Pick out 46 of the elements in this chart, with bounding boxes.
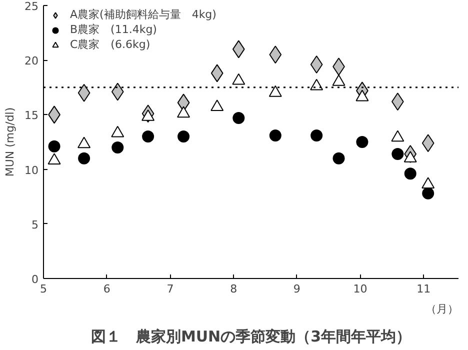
y-axis-title: MUN (mg/dl): [4, 107, 17, 177]
x-tick-label: 6: [103, 282, 110, 296]
legend-label: B農家 (11.4kg): [70, 22, 157, 37]
point: [111, 126, 124, 138]
point: [112, 141, 124, 154]
x-tick-label: 9: [293, 282, 300, 296]
point: [178, 130, 190, 143]
y-tick-label: 10: [24, 164, 39, 177]
point: [391, 130, 404, 142]
text: 図１ 農家別MUNの季節変動（3年間年平均）: [90, 328, 412, 346]
point: [422, 187, 434, 200]
point: [210, 100, 224, 112]
point: [269, 129, 282, 142]
point: [232, 40, 245, 58]
x-tick-label: 7: [166, 282, 174, 296]
y-tick-label: 20: [24, 54, 39, 68]
x-tick-label: 11: [416, 282, 431, 296]
point: [392, 148, 404, 160]
point: [404, 168, 416, 180]
point: [310, 129, 323, 142]
point: [48, 140, 60, 152]
y-tick-label: 5: [32, 218, 38, 232]
point: [78, 136, 91, 148]
point: [269, 46, 282, 64]
y-tick-label: 25: [24, 0, 39, 13]
point: [310, 55, 323, 74]
legend-label: C農家 (6.6kg): [70, 37, 150, 52]
point: [422, 134, 434, 152]
point: [78, 152, 90, 164]
point: [232, 112, 245, 124]
point: [111, 82, 124, 101]
point: [332, 152, 345, 164]
x-tick-label: 5: [40, 282, 47, 296]
legend-label: A農家(補助飼料給与量 4kg): [70, 7, 216, 22]
x-axis-title: （月）: [426, 302, 458, 316]
point: [404, 150, 417, 162]
point: [78, 84, 90, 102]
point: [356, 136, 368, 148]
point: [177, 106, 190, 118]
point: [142, 130, 154, 143]
x-tick-label: 10: [353, 282, 368, 296]
y-tick-label: 0: [32, 273, 38, 286]
point: [210, 64, 224, 82]
x-tick-label: 8: [230, 282, 238, 296]
point: [48, 153, 61, 165]
y-tick-label: 15: [24, 109, 39, 122]
